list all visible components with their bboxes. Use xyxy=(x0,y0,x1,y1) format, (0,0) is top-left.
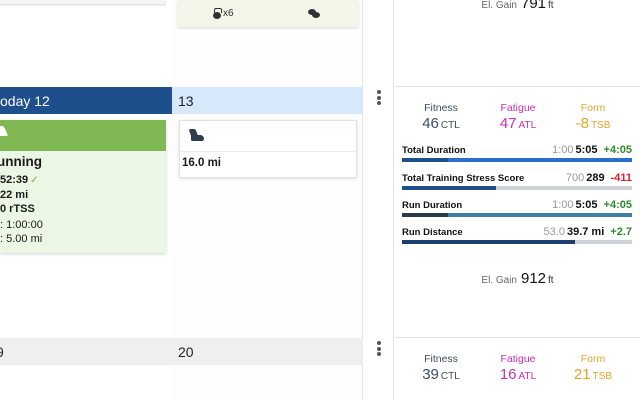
personal-records[interactable]: x6 xyxy=(213,8,234,19)
summary-divider xyxy=(395,337,640,338)
planned-workout-header xyxy=(180,121,356,152)
week2-fitness-metrics: Fitness 39 CTL Fatigue 16 ATL Form 21 TSB xyxy=(395,353,640,387)
form-metric: Form 21 TSB xyxy=(573,353,613,383)
week2-header-row: 9 20 xyxy=(0,338,363,365)
running-shoe-icon xyxy=(0,126,12,140)
dot-icon xyxy=(377,90,381,94)
dot-icon xyxy=(377,101,381,105)
medal-icon xyxy=(213,8,222,19)
fitness-metric: Fitness 46 CTL xyxy=(422,102,460,132)
week-options-gutter xyxy=(364,0,394,400)
summary-divider xyxy=(395,86,640,87)
summary-panel-content: El. Gain 791 ft Fitness 46 CTL Fatigue 47 AT… xyxy=(395,0,640,400)
workout-duration: 52:39 ✓ xyxy=(0,174,39,186)
running-shoe-icon xyxy=(188,129,206,143)
run-duration-bar: Run Duration 1:00 5:05 +4:05 xyxy=(402,199,632,224)
week-summary-panel xyxy=(395,0,640,400)
workout-planned-distance: : 5.00 mi xyxy=(0,233,43,245)
day-header-today-label: oday 12 xyxy=(0,92,50,109)
form-metric: Form -8 TSB xyxy=(575,102,611,132)
previous-workout-card[interactable] xyxy=(0,0,166,5)
fatigue-metric: Fatigue 16 ATL xyxy=(499,353,537,383)
workout-rtss: 0 rTSS xyxy=(0,203,35,215)
prev-week-el-gain: El. Gain 791 ft xyxy=(481,0,554,12)
run-distance-bar: Run Distance 53.0 39.7 mi +2.7 xyxy=(402,226,632,251)
planned-workout-distance: 16.0 mi xyxy=(182,157,221,169)
day-header-20[interactable]: 20 xyxy=(178,344,194,360)
dot-icon xyxy=(377,352,381,356)
total-tss-bar: Total Training Stress Score 700 289 -411 xyxy=(402,172,632,197)
dot-icon xyxy=(377,95,381,100)
week-options-menu-button[interactable] xyxy=(376,90,382,106)
dot-icon xyxy=(377,346,381,351)
day-header-19[interactable]: 9 xyxy=(0,344,4,360)
dot-icon xyxy=(377,341,381,345)
total-duration-bar: Total Duration 1:00 5:05 +4:05 xyxy=(402,144,632,169)
week2-options-menu-button[interactable] xyxy=(376,341,382,357)
fatigue-metric: Fatigue 47 ATL xyxy=(499,102,537,132)
workout-title: unning xyxy=(0,154,42,169)
comments-icon[interactable] xyxy=(308,9,320,18)
fitness-metric: Fitness 39 CTL xyxy=(422,353,460,383)
medal-count: x6 xyxy=(223,8,234,19)
completed-check-icon: ✓ xyxy=(30,175,39,186)
workout-card-running[interactable]: unning 52:39 ✓ 22 mi 0 rTSS : 1:00:00 : 5… xyxy=(0,120,166,253)
week-el-gain: El. Gain 912 ft xyxy=(481,270,554,287)
workout-planned-duration: : 1:00:00 xyxy=(0,219,43,231)
week-fitness-metrics: Fitness 46 CTL Fatigue 47 ATL Form -8 TSB xyxy=(395,102,640,136)
previous-workout-card-footer[interactable]: x6 xyxy=(178,0,358,27)
calendar-column-13 xyxy=(172,0,363,400)
workout-distance: 22 mi xyxy=(0,189,29,201)
planned-workout-card[interactable]: 16.0 mi xyxy=(179,120,357,178)
day-header-13[interactable]: 13 xyxy=(172,87,363,114)
day-header-today[interactable]: oday 12 xyxy=(0,87,172,114)
day-header-13-label: 13 xyxy=(178,92,194,109)
workout-card-band xyxy=(0,120,166,151)
